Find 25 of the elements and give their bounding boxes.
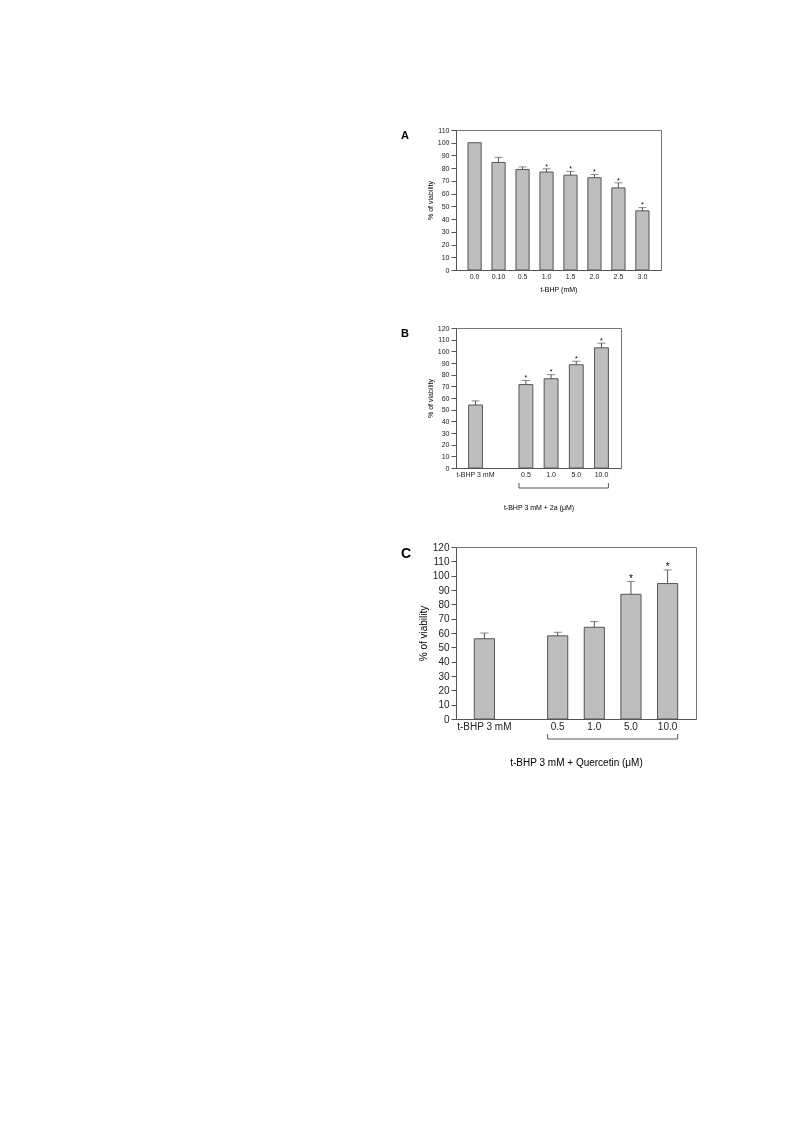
x-tick-label: t-BHP 3 mM <box>457 720 512 732</box>
y-axis-title: % of viability <box>417 605 429 662</box>
y-tick-label: 50 <box>438 641 450 653</box>
y-tick-label: 0 <box>443 713 450 725</box>
y-tick-label: 100 <box>432 570 450 582</box>
y-tick-label: 80 <box>438 598 450 610</box>
chart-title: B <box>401 327 409 339</box>
x-tick-label: 0.5 <box>550 720 566 732</box>
annotation: * <box>665 561 670 573</box>
x-tick-label: 1.0 <box>587 720 602 732</box>
y-tick-label: 90 <box>438 584 450 596</box>
x-axis-title: t-BHP 3 mM + Quercetin (μM) <box>510 756 643 768</box>
x-tick-label: 10.0 <box>657 720 678 732</box>
chart-title: C <box>401 545 412 561</box>
y-tick-label: 30 <box>438 670 450 682</box>
y-tick-label: 120 <box>432 541 450 553</box>
y-tick-label: 20 <box>438 684 450 696</box>
y-tick-label: 40 <box>438 656 450 668</box>
chart-title: A <box>401 129 409 141</box>
y-tick-label: 60 <box>438 627 450 639</box>
y-tick-label: 110 <box>433 555 450 567</box>
x-tick-label: 5.0 <box>624 720 639 732</box>
annotation: * <box>629 572 634 584</box>
y-tick-label: 10 <box>438 699 450 711</box>
y-tick-label: 70 <box>438 613 450 625</box>
